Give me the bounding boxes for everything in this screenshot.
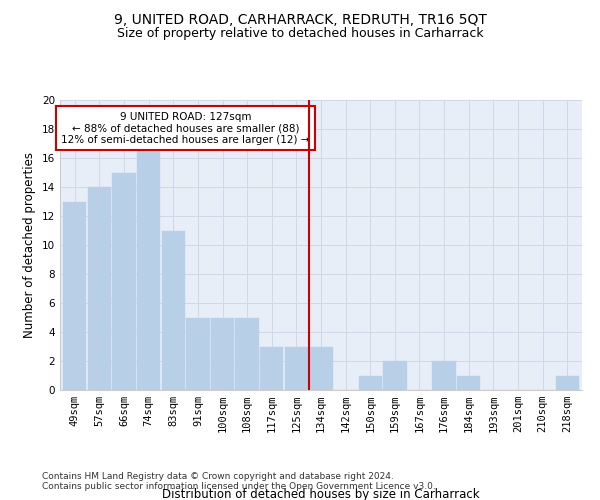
Text: Size of property relative to detached houses in Carharrack: Size of property relative to detached ho… — [116, 28, 484, 40]
Bar — [137, 144, 160, 390]
Text: Contains HM Land Registry data © Crown copyright and database right 2024.: Contains HM Land Registry data © Crown c… — [42, 472, 394, 481]
Bar — [433, 361, 456, 390]
Bar — [63, 202, 86, 390]
Bar — [88, 187, 111, 390]
Bar — [383, 361, 407, 390]
Bar — [457, 376, 481, 390]
X-axis label: Distribution of detached houses by size in Carharrack: Distribution of detached houses by size … — [162, 488, 480, 500]
Bar — [359, 376, 382, 390]
Bar — [235, 318, 259, 390]
Bar — [211, 318, 234, 390]
Text: 9 UNITED ROAD: 127sqm
← 88% of detached houses are smaller (88)
12% of semi-deta: 9 UNITED ROAD: 127sqm ← 88% of detached … — [61, 112, 310, 145]
Text: Contains public sector information licensed under the Open Government Licence v3: Contains public sector information licen… — [42, 482, 436, 491]
Bar — [112, 172, 136, 390]
Bar — [260, 346, 283, 390]
Bar — [161, 230, 185, 390]
Bar — [310, 346, 332, 390]
Text: 9, UNITED ROAD, CARHARRACK, REDRUTH, TR16 5QT: 9, UNITED ROAD, CARHARRACK, REDRUTH, TR1… — [113, 12, 487, 26]
Y-axis label: Number of detached properties: Number of detached properties — [23, 152, 37, 338]
Bar — [186, 318, 209, 390]
Bar — [556, 376, 579, 390]
Bar — [284, 346, 308, 390]
